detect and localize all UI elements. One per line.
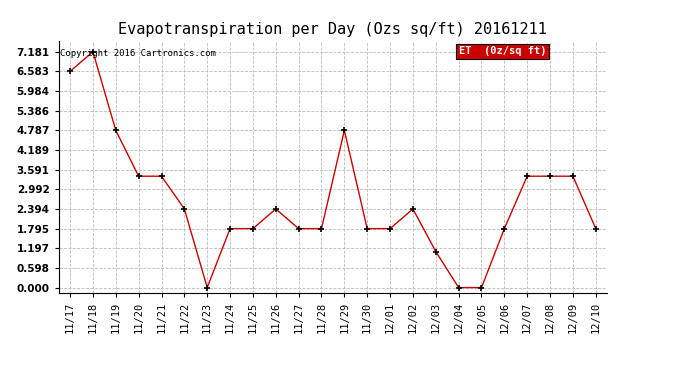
Text: ET  (0z/sq ft): ET (0z/sq ft): [459, 46, 546, 56]
Title: Evapotranspiration per Day (Ozs sq/ft) 20161211: Evapotranspiration per Day (Ozs sq/ft) 2…: [119, 22, 547, 37]
Text: Copyright 2016 Cartronics.com: Copyright 2016 Cartronics.com: [60, 49, 215, 58]
